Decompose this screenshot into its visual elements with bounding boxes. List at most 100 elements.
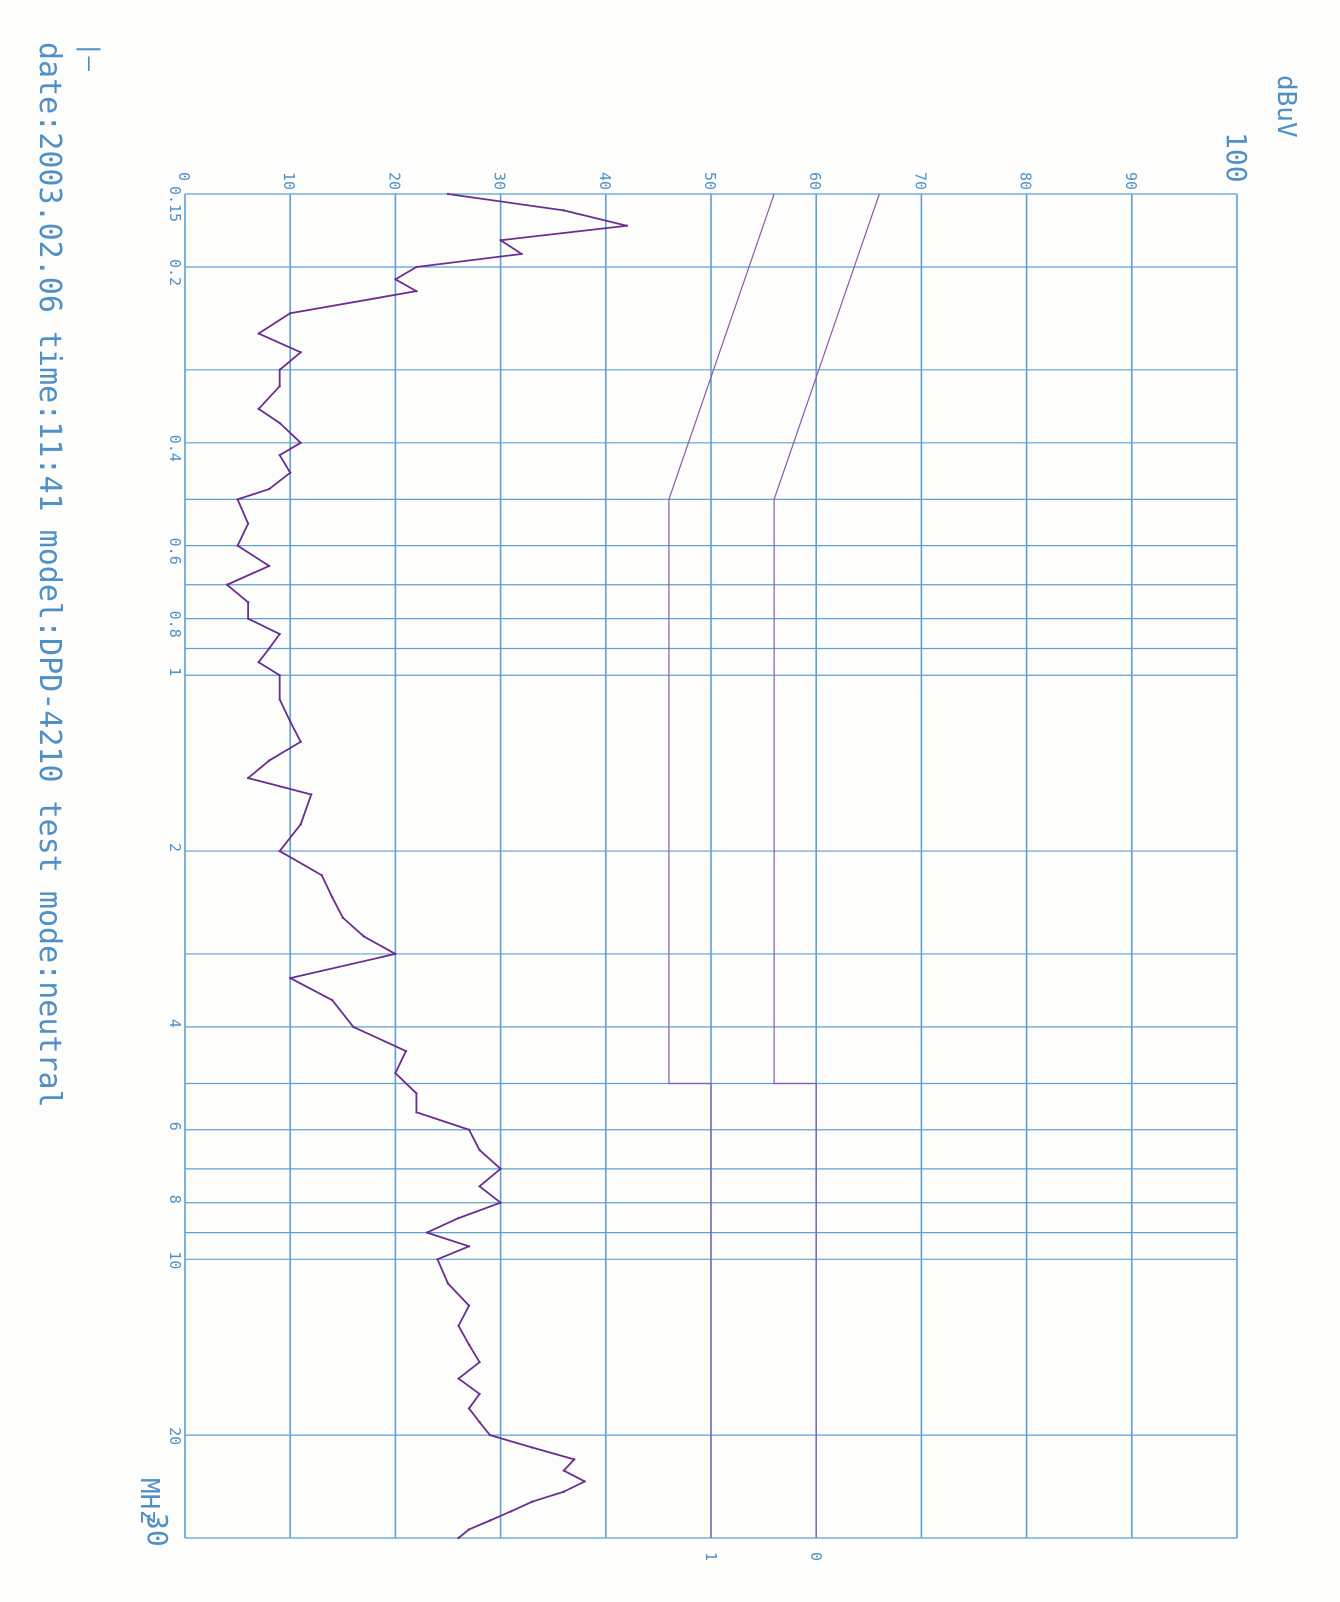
x-tick-label: 4 <box>166 1019 184 1028</box>
trace-point <box>520 252 523 256</box>
x-tick-label: 6 <box>166 1122 184 1131</box>
trace-point <box>562 209 565 212</box>
y-tick-label: 70 <box>911 172 929 190</box>
trace-point <box>299 823 302 826</box>
trace-point <box>331 896 334 899</box>
y-tick-label: 50 <box>701 172 719 190</box>
trace-point <box>225 583 229 586</box>
trace-point <box>394 278 397 281</box>
y-tick-label: 30 <box>491 172 509 190</box>
trace-point <box>446 192 450 196</box>
limit-label: 1 <box>702 1552 720 1561</box>
trace-point <box>257 332 260 335</box>
trace-point <box>236 544 239 547</box>
y-tick-label: 40 <box>596 172 614 190</box>
trace-point <box>509 1510 513 1513</box>
trace-point <box>583 1480 586 1483</box>
x-tick-label: 0.15 <box>166 186 184 222</box>
trace-point <box>436 1258 439 1261</box>
trace-point <box>289 312 292 315</box>
corner-mark: |— <box>76 42 104 71</box>
y-tick-label: 80 <box>1017 172 1035 190</box>
trace-point <box>310 793 313 796</box>
trace-point <box>278 368 281 372</box>
limit-line-0 <box>773 193 880 1538</box>
x-unit-label: MHz <box>134 1478 164 1525</box>
trace-point <box>478 1392 481 1396</box>
trace-point <box>478 1148 481 1152</box>
trace-point <box>299 441 302 445</box>
trace-point <box>267 647 271 650</box>
trace-point <box>625 224 629 227</box>
y-tick-label: 100 <box>1220 132 1253 183</box>
x-tick-label: 1 <box>166 667 184 676</box>
trace-point <box>278 384 281 388</box>
trace-point <box>267 564 271 568</box>
x-tick-label: 2 <box>166 843 184 852</box>
trace-point <box>467 1407 471 1410</box>
trace-point <box>289 471 292 474</box>
trace-point <box>499 1201 502 1204</box>
trace-point <box>394 952 397 956</box>
trace-point <box>415 265 418 269</box>
trace-point <box>267 487 271 491</box>
trace-point <box>530 1500 534 1503</box>
trace-point <box>267 759 271 762</box>
trace-point <box>404 1049 408 1053</box>
trace-point <box>320 874 323 877</box>
trace-point <box>299 351 302 354</box>
trace-point <box>246 776 250 780</box>
y-tick-label: 0 <box>175 172 193 181</box>
trace-point <box>467 1128 471 1131</box>
trace-point <box>278 632 281 636</box>
trace-point <box>289 976 292 980</box>
limit-line-1 <box>668 193 775 1538</box>
x-tick-label: 10 <box>166 1251 184 1269</box>
trace-point <box>341 916 344 919</box>
trace-point <box>530 1446 534 1449</box>
x-tick-label: 8 <box>166 1195 184 1204</box>
limit-label: 0 <box>807 1552 825 1561</box>
trace-point <box>289 720 292 723</box>
trace-point <box>488 1519 492 1522</box>
trace-point <box>467 1343 471 1346</box>
trace-point <box>278 674 281 677</box>
y-unit-label: dBuV <box>1271 75 1301 138</box>
measurement-info: date:2003.02.06 time:11:41 model:DPD-421… <box>32 42 67 1108</box>
trace-point <box>478 1420 481 1424</box>
trace-point <box>488 1433 492 1437</box>
trace-point <box>478 1360 481 1364</box>
trace-point <box>257 661 260 664</box>
trace-point <box>299 740 302 743</box>
trace-point <box>246 601 250 604</box>
trace-point <box>278 698 281 701</box>
trace-point <box>415 1092 418 1095</box>
trace-point <box>467 1528 471 1531</box>
trace-point <box>415 1111 418 1114</box>
trace-point <box>394 1071 397 1075</box>
trace-point <box>499 1167 502 1171</box>
trace-point <box>415 289 418 293</box>
x-tick-label: 30 <box>141 1513 174 1547</box>
trace-point <box>278 849 281 853</box>
trace-point <box>457 1216 460 1220</box>
trace-point <box>573 1458 576 1461</box>
x-tick-label: 0.4 <box>166 435 184 462</box>
measurement-trace <box>225 192 629 1540</box>
trace-point <box>236 498 239 501</box>
trace-point <box>278 453 281 457</box>
trace-point <box>562 1469 565 1472</box>
trace-series-0 <box>226 193 628 1539</box>
trace-point <box>478 1185 481 1188</box>
trace-point <box>352 1025 355 1029</box>
x-tick-labels: 0.15 0.2 0.4 0.6 0.8 1 2 4 6 8 10 20 30 <box>141 186 184 1547</box>
trace-point <box>562 1490 565 1493</box>
trace-point <box>467 1245 471 1248</box>
x-tick-label: 0.2 <box>166 259 184 286</box>
y-tick-label: 90 <box>1122 172 1140 190</box>
trace-point <box>362 935 366 938</box>
trace-point <box>499 239 502 242</box>
trace-point <box>457 1377 460 1380</box>
